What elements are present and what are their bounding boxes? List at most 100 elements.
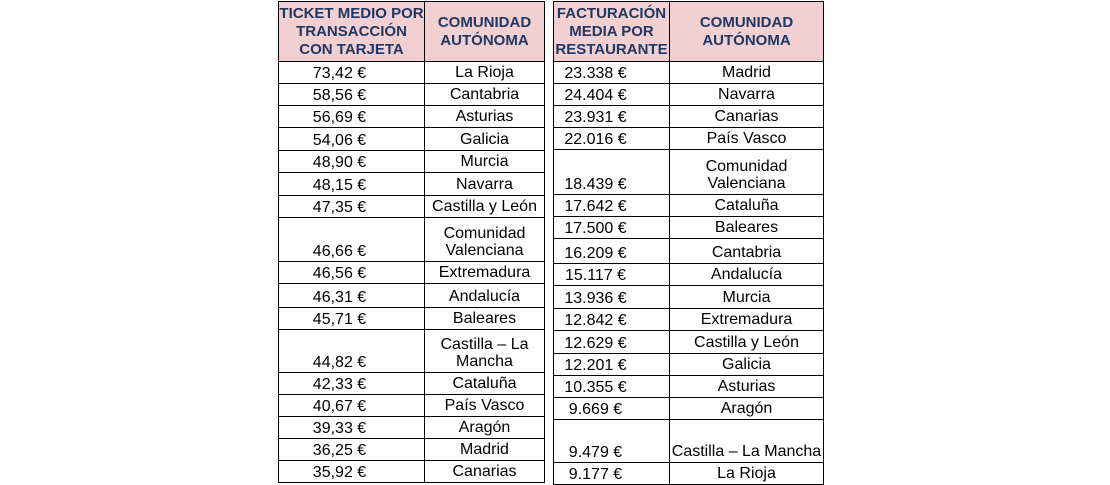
table-row: 17.642 € Cataluña: [553, 194, 824, 217]
value-cell: 58,56 €: [278, 83, 425, 106]
value-cell: 24.404 €: [553, 83, 670, 106]
region-cell: Madrid: [424, 438, 545, 461]
value-cell: 12.629 €: [553, 330, 670, 354]
region-cell: Murcia: [669, 285, 824, 309]
value-cell: 12.842 €: [553, 308, 670, 331]
table-row: 17.500 € Baleares: [553, 216, 824, 239]
value-cell: 56,69 €: [278, 105, 425, 128]
header-comunidad: COMUNIDAD AUTÓNOMA: [424, 1, 545, 62]
value-cell: 73,42 €: [278, 61, 425, 84]
table-row: 12.629 € Castilla y León: [553, 330, 824, 354]
table-row: 54,06 € Galicia: [278, 127, 545, 151]
table-row: 48,15 € Navarra: [278, 172, 545, 196]
region-cell: Galicia: [669, 353, 824, 376]
value-cell: 12.201 €: [553, 353, 670, 376]
value-cell: 44,82 €: [278, 329, 425, 373]
ticket-medio-table: TICKET MEDIO POR TRANSACCIÓN CON TARJETA…: [278, 1, 545, 483]
region-cell: Canarias: [424, 460, 545, 483]
value-cell: 48,90 €: [278, 150, 425, 173]
region-cell: Andalucía: [424, 283, 545, 308]
value-cell: 45,71 €: [278, 307, 425, 330]
region-cell: Navarra: [669, 83, 824, 106]
region-cell: Extremadura: [669, 308, 824, 331]
region-cell: Castilla y León: [424, 195, 545, 218]
region-cell: Asturias: [424, 105, 545, 128]
value-cell: 17.500 €: [553, 216, 670, 239]
table-row: 23.931 € Canarias: [553, 105, 824, 128]
value-cell: 35,92 €: [278, 460, 425, 483]
region-cell: Aragón: [669, 397, 824, 420]
table-row: 45,71 € Baleares: [278, 307, 545, 330]
region-cell: Cataluña: [424, 372, 545, 395]
value-cell: 9.177 €: [553, 462, 670, 485]
value-cell: 22.016 €: [553, 127, 670, 150]
value-cell: 9.669 €: [553, 397, 670, 420]
value-cell: 42,33 €: [278, 372, 425, 395]
value-cell: 15.117 €: [553, 263, 670, 286]
table-row: 46,56 € Extremadura: [278, 261, 545, 284]
region-cell: Comunidad Valenciana: [424, 217, 545, 262]
table-row: 42,33 € Cataluña: [278, 372, 545, 395]
region-cell: Castilla – La Mancha: [424, 329, 545, 373]
table-row: 13.936 € Murcia: [553, 285, 824, 309]
header-facturacion-media: FACTURACIÓN MEDIA POR RESTAURANTE: [553, 1, 670, 62]
table-row: 18.439 € Comunidad Valenciana: [553, 149, 824, 195]
table-row: 35,92 € Canarias: [278, 460, 545, 483]
region-cell: Canarias: [669, 105, 824, 128]
region-cell: Aragón: [424, 416, 545, 439]
region-cell: Murcia: [424, 150, 545, 173]
value-cell: 10.355 €: [553, 375, 670, 398]
table-row: 15.117 € Andalucía: [553, 263, 824, 286]
header-ticket-medio: TICKET MEDIO POR TRANSACCIÓN CON TARJETA: [278, 1, 425, 62]
region-cell: Cantabria: [669, 238, 824, 264]
region-cell: La Rioja: [669, 462, 824, 485]
region-cell: Baleares: [424, 307, 545, 330]
region-cell: Galicia: [424, 127, 545, 151]
value-cell: 23.931 €: [553, 105, 670, 128]
table-row: 46,31 € Andalucía: [278, 283, 545, 308]
value-cell: 54,06 €: [278, 127, 425, 151]
value-cell: 40,67 €: [278, 394, 425, 417]
table-row: 24.404 € Navarra: [553, 83, 824, 106]
table-row: 73,42 € La Rioja: [278, 61, 545, 84]
region-cell: Cataluña: [669, 194, 824, 217]
value-cell: 17.642 €: [553, 194, 670, 217]
table-row: 9.669 € Aragón: [553, 397, 824, 420]
region-cell: Castilla y León: [669, 330, 824, 354]
region-cell: Asturias: [669, 375, 824, 398]
value-cell: 9.479 €: [553, 419, 670, 463]
region-cell: País Vasco: [669, 127, 824, 150]
value-cell: 36,25 €: [278, 438, 425, 461]
table-row: 39,33 € Aragón: [278, 416, 545, 439]
table-row: 47,35 € Castilla y León: [278, 195, 545, 218]
table-row: 12.842 € Extremadura: [553, 308, 824, 331]
region-cell: Castilla – La Mancha: [669, 419, 824, 463]
value-cell: 18.439 €: [553, 149, 670, 195]
table-row: 12.201 € Galicia: [553, 353, 824, 376]
value-cell: 48,15 €: [278, 172, 425, 196]
table-row: 16.209 € Cantabria: [553, 238, 824, 264]
table-row: 58,56 € Cantabria: [278, 83, 545, 106]
region-cell: Madrid: [669, 61, 824, 84]
region-cell: Comunidad Valenciana: [669, 149, 824, 195]
table-row: 48,90 € Murcia: [278, 150, 545, 173]
table-row: 9.177 € La Rioja: [553, 462, 824, 485]
value-cell: 46,66 €: [278, 217, 425, 262]
table-row: 56,69 € Asturias: [278, 105, 545, 128]
value-cell: 16.209 €: [553, 238, 670, 264]
value-cell: 47,35 €: [278, 195, 425, 218]
region-cell: La Rioja: [424, 61, 545, 84]
table-row: 46,66 € Comunidad Valenciana: [278, 217, 545, 262]
region-cell: País Vasco: [424, 394, 545, 417]
value-cell: 23.338 €: [553, 61, 670, 84]
table-row: 36,25 € Madrid: [278, 438, 545, 461]
value-cell: 46,56 €: [278, 261, 425, 284]
table-row: 40,67 € País Vasco: [278, 394, 545, 417]
region-cell: Cantabria: [424, 83, 545, 106]
table-row: 23.338 € Madrid: [553, 61, 824, 84]
table-row: 10.355 € Asturias: [553, 375, 824, 398]
value-cell: 13.936 €: [553, 285, 670, 309]
facturacion-media-table: FACTURACIÓN MEDIA POR RESTAURANTE COMUNI…: [553, 1, 824, 485]
region-cell: Navarra: [424, 172, 545, 196]
region-cell: Andalucía: [669, 263, 824, 286]
